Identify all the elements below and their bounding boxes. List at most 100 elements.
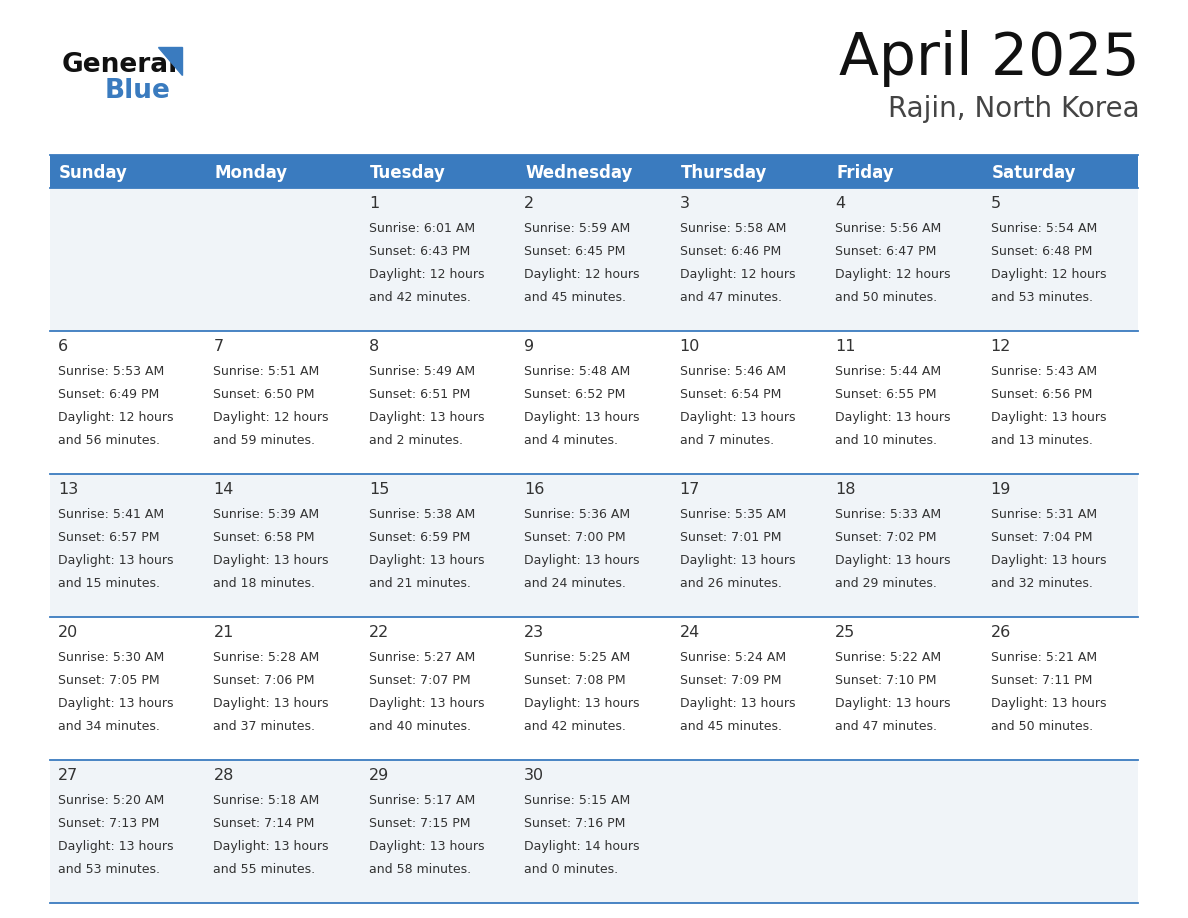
FancyBboxPatch shape	[50, 760, 206, 903]
Text: Sunrise: 5:24 AM: Sunrise: 5:24 AM	[680, 651, 785, 664]
Text: Daylight: 13 hours: Daylight: 13 hours	[368, 411, 485, 424]
Text: 4: 4	[835, 196, 846, 211]
Text: Sunset: 7:10 PM: Sunset: 7:10 PM	[835, 674, 936, 687]
Text: and 40 minutes.: and 40 minutes.	[368, 720, 470, 733]
Text: and 10 minutes.: and 10 minutes.	[835, 434, 937, 447]
Text: Sunset: 6:48 PM: Sunset: 6:48 PM	[991, 245, 1092, 258]
Text: Blue: Blue	[105, 78, 171, 104]
Text: 14: 14	[214, 482, 234, 497]
Text: Daylight: 13 hours: Daylight: 13 hours	[58, 697, 173, 710]
Text: Daylight: 12 hours: Daylight: 12 hours	[368, 268, 485, 281]
Text: Sunset: 7:13 PM: Sunset: 7:13 PM	[58, 817, 159, 830]
Text: and 34 minutes.: and 34 minutes.	[58, 720, 160, 733]
Text: 19: 19	[991, 482, 1011, 497]
Text: Monday: Monday	[214, 163, 287, 182]
FancyBboxPatch shape	[361, 155, 517, 188]
FancyBboxPatch shape	[361, 474, 517, 617]
FancyBboxPatch shape	[982, 474, 1138, 617]
Text: Tuesday: Tuesday	[369, 163, 446, 182]
Text: Daylight: 13 hours: Daylight: 13 hours	[680, 554, 795, 567]
Text: and 32 minutes.: and 32 minutes.	[991, 577, 1093, 590]
Text: Sunday: Sunday	[59, 163, 128, 182]
FancyBboxPatch shape	[50, 155, 206, 188]
Text: Daylight: 14 hours: Daylight: 14 hours	[524, 840, 640, 853]
Text: Friday: Friday	[836, 163, 893, 182]
FancyBboxPatch shape	[517, 331, 671, 474]
FancyBboxPatch shape	[361, 188, 517, 331]
Text: Sunset: 7:16 PM: Sunset: 7:16 PM	[524, 817, 626, 830]
Text: Sunset: 6:56 PM: Sunset: 6:56 PM	[991, 388, 1092, 401]
Text: 29: 29	[368, 768, 390, 783]
Text: 30: 30	[524, 768, 544, 783]
Text: Sunrise: 5:31 AM: Sunrise: 5:31 AM	[991, 508, 1097, 521]
Text: 25: 25	[835, 625, 855, 640]
Text: Sunset: 7:15 PM: Sunset: 7:15 PM	[368, 817, 470, 830]
FancyBboxPatch shape	[671, 617, 827, 760]
Text: 28: 28	[214, 768, 234, 783]
Text: Sunset: 7:05 PM: Sunset: 7:05 PM	[58, 674, 159, 687]
Text: Sunset: 6:47 PM: Sunset: 6:47 PM	[835, 245, 936, 258]
FancyBboxPatch shape	[50, 188, 206, 331]
FancyBboxPatch shape	[827, 155, 982, 188]
Text: Sunrise: 5:36 AM: Sunrise: 5:36 AM	[524, 508, 631, 521]
Text: Daylight: 12 hours: Daylight: 12 hours	[835, 268, 950, 281]
Text: 13: 13	[58, 482, 78, 497]
Text: Daylight: 13 hours: Daylight: 13 hours	[368, 840, 485, 853]
Text: Daylight: 12 hours: Daylight: 12 hours	[214, 411, 329, 424]
Text: Sunrise: 5:51 AM: Sunrise: 5:51 AM	[214, 365, 320, 378]
Text: Sunrise: 5:39 AM: Sunrise: 5:39 AM	[214, 508, 320, 521]
Text: Sunset: 6:54 PM: Sunset: 6:54 PM	[680, 388, 781, 401]
Text: Sunset: 7:09 PM: Sunset: 7:09 PM	[680, 674, 782, 687]
FancyBboxPatch shape	[982, 155, 1138, 188]
FancyBboxPatch shape	[206, 617, 361, 760]
Text: Saturday: Saturday	[992, 163, 1076, 182]
Text: Sunrise: 5:49 AM: Sunrise: 5:49 AM	[368, 365, 475, 378]
Text: Sunrise: 6:01 AM: Sunrise: 6:01 AM	[368, 222, 475, 235]
Text: 15: 15	[368, 482, 390, 497]
Text: Sunset: 7:00 PM: Sunset: 7:00 PM	[524, 531, 626, 544]
Text: and 53 minutes.: and 53 minutes.	[991, 291, 1093, 304]
Text: 10: 10	[680, 339, 700, 354]
Text: Sunrise: 5:41 AM: Sunrise: 5:41 AM	[58, 508, 164, 521]
Text: Sunset: 6:52 PM: Sunset: 6:52 PM	[524, 388, 626, 401]
Text: Sunset: 7:02 PM: Sunset: 7:02 PM	[835, 531, 936, 544]
Text: 6: 6	[58, 339, 68, 354]
Text: and 53 minutes.: and 53 minutes.	[58, 863, 160, 876]
FancyBboxPatch shape	[361, 760, 517, 903]
Text: Sunrise: 5:44 AM: Sunrise: 5:44 AM	[835, 365, 941, 378]
Text: and 55 minutes.: and 55 minutes.	[214, 863, 316, 876]
Text: Sunset: 6:49 PM: Sunset: 6:49 PM	[58, 388, 159, 401]
Text: Sunrise: 5:46 AM: Sunrise: 5:46 AM	[680, 365, 785, 378]
FancyBboxPatch shape	[982, 760, 1138, 903]
Text: 2: 2	[524, 196, 535, 211]
Text: and 7 minutes.: and 7 minutes.	[680, 434, 773, 447]
Text: April 2025: April 2025	[840, 30, 1140, 87]
Text: and 26 minutes.: and 26 minutes.	[680, 577, 782, 590]
Text: Thursday: Thursday	[681, 163, 767, 182]
Text: Daylight: 13 hours: Daylight: 13 hours	[368, 554, 485, 567]
Text: Daylight: 13 hours: Daylight: 13 hours	[214, 840, 329, 853]
FancyBboxPatch shape	[517, 155, 671, 188]
Text: General: General	[62, 52, 178, 78]
Text: Daylight: 12 hours: Daylight: 12 hours	[58, 411, 173, 424]
Text: Sunrise: 5:18 AM: Sunrise: 5:18 AM	[214, 794, 320, 807]
Text: Sunrise: 5:54 AM: Sunrise: 5:54 AM	[991, 222, 1097, 235]
Text: Sunrise: 5:30 AM: Sunrise: 5:30 AM	[58, 651, 164, 664]
Text: Sunrise: 5:15 AM: Sunrise: 5:15 AM	[524, 794, 631, 807]
Text: Sunset: 7:06 PM: Sunset: 7:06 PM	[214, 674, 315, 687]
Text: Daylight: 12 hours: Daylight: 12 hours	[991, 268, 1106, 281]
FancyBboxPatch shape	[517, 760, 671, 903]
Text: Sunrise: 5:28 AM: Sunrise: 5:28 AM	[214, 651, 320, 664]
FancyBboxPatch shape	[517, 474, 671, 617]
Text: 16: 16	[524, 482, 544, 497]
Text: Daylight: 13 hours: Daylight: 13 hours	[524, 411, 640, 424]
FancyBboxPatch shape	[206, 474, 361, 617]
Text: Daylight: 13 hours: Daylight: 13 hours	[524, 697, 640, 710]
Text: Sunset: 6:51 PM: Sunset: 6:51 PM	[368, 388, 470, 401]
Text: Sunset: 7:04 PM: Sunset: 7:04 PM	[991, 531, 1092, 544]
Text: Daylight: 12 hours: Daylight: 12 hours	[680, 268, 795, 281]
Text: and 4 minutes.: and 4 minutes.	[524, 434, 618, 447]
Text: Sunrise: 5:25 AM: Sunrise: 5:25 AM	[524, 651, 631, 664]
Text: Daylight: 13 hours: Daylight: 13 hours	[58, 554, 173, 567]
Text: and 15 minutes.: and 15 minutes.	[58, 577, 160, 590]
